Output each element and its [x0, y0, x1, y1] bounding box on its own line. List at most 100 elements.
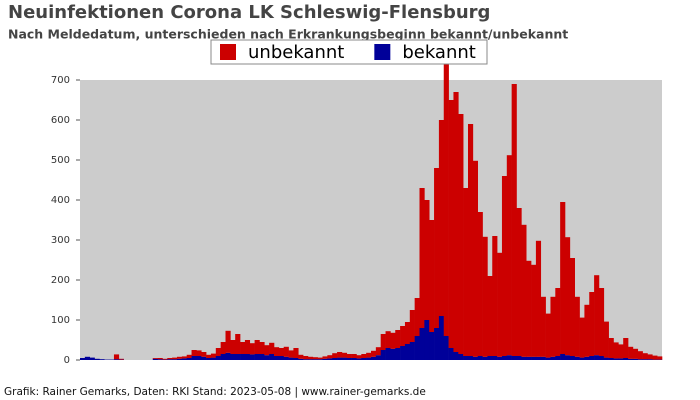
y-tick-label: 0 — [64, 355, 70, 366]
bar-segment — [506, 355, 512, 360]
bar-segment — [201, 352, 207, 357]
bar-segment — [482, 236, 488, 357]
bar-segment — [458, 114, 464, 354]
bar-segment — [468, 356, 474, 360]
bar-segment — [540, 356, 546, 360]
bar-segment — [230, 354, 236, 360]
bar-segment — [569, 356, 575, 360]
y-tick-label: 300 — [51, 235, 70, 246]
bar-segment — [240, 342, 246, 354]
bar-segment — [414, 298, 420, 336]
bar-segment — [298, 358, 304, 360]
bar-segment — [429, 332, 435, 360]
bar-segment — [172, 357, 178, 360]
bar-segment — [603, 321, 609, 358]
chart-title: Neuinfektionen Corona LK Schleswig-Flens… — [8, 2, 490, 23]
bar-segment — [501, 356, 508, 360]
bar-segment — [404, 344, 411, 360]
bar-segment — [555, 288, 561, 356]
bar-segment — [637, 351, 643, 360]
bar-segment — [453, 352, 459, 360]
bar-segment — [492, 236, 498, 356]
bar-segment — [598, 288, 605, 356]
bar-segment — [293, 358, 299, 360]
bar-segment — [477, 356, 483, 360]
bar-segment — [458, 354, 464, 360]
bar-segment — [298, 354, 304, 359]
bar-segment — [443, 336, 449, 360]
bar-segment — [371, 350, 377, 357]
bar-segment — [608, 358, 614, 360]
bar-segment — [366, 357, 372, 360]
bar-segment — [565, 237, 571, 356]
bar-segment — [317, 359, 323, 360]
bar-segment — [589, 292, 595, 356]
bar-segment — [632, 348, 639, 359]
bar-segment — [579, 317, 585, 358]
bar-segment — [366, 352, 372, 358]
bar-segment — [312, 357, 318, 360]
bar-segment — [579, 357, 585, 360]
bar-segment — [254, 340, 260, 354]
bar-segment — [181, 358, 187, 360]
bar-segment — [235, 334, 241, 354]
bar-segment — [332, 358, 338, 360]
bar-segment — [177, 358, 183, 360]
bar-segment — [244, 340, 251, 354]
bar-segment — [419, 328, 425, 360]
bar-segment — [181, 356, 187, 359]
bar-segment — [361, 354, 367, 358]
bar-segment — [346, 358, 352, 360]
bar-segment — [594, 355, 600, 360]
legend: unbekannt bekannt — [210, 39, 488, 65]
bar-segment — [361, 358, 367, 360]
bar-segment — [584, 304, 590, 357]
bar-segment — [191, 350, 197, 356]
bar-segment — [167, 359, 173, 360]
bar-segment — [628, 346, 634, 359]
bar-segment — [380, 334, 386, 350]
bar-segment — [152, 358, 158, 360]
bar-segment — [283, 356, 289, 360]
bar-segment — [598, 356, 605, 360]
bar-segment — [113, 354, 120, 360]
bar-segment — [274, 356, 280, 360]
bar-segment — [235, 354, 241, 360]
bar-segment — [274, 347, 280, 356]
bar-segment — [623, 338, 629, 358]
bar-segment — [463, 188, 469, 356]
bar-segment — [477, 212, 483, 356]
bar-segment — [608, 338, 614, 358]
bar-segment — [80, 358, 86, 360]
bar-segment — [385, 348, 391, 360]
bar-segment — [327, 355, 333, 359]
bar-segment — [637, 359, 643, 360]
legend-label: unbekannt — [248, 42, 344, 63]
bar-segment — [434, 328, 440, 360]
bar-segment — [303, 359, 309, 360]
bar-segment — [385, 331, 391, 348]
bar-segment — [409, 310, 415, 342]
bar-segment — [642, 353, 648, 360]
bar-segment — [201, 356, 207, 360]
bar-segment — [215, 356, 221, 360]
bar-segment — [249, 354, 255, 360]
bar-segment — [574, 356, 580, 360]
bar-segment — [613, 342, 619, 359]
bar-segment — [283, 346, 289, 357]
bar-segment — [501, 176, 508, 356]
bar-segment — [337, 352, 343, 358]
bar-segment — [332, 353, 338, 358]
bar-segment — [206, 358, 212, 360]
bar-segment — [162, 358, 168, 360]
bar-segment — [215, 348, 221, 356]
bar-segment — [540, 296, 546, 357]
bar-segment — [448, 348, 454, 360]
bar-segment — [89, 357, 95, 360]
bar-segment — [293, 348, 299, 358]
bar-segment — [303, 356, 309, 360]
bar-segment — [516, 208, 522, 356]
legend-label: bekannt — [402, 42, 476, 63]
bar-segment — [400, 326, 406, 346]
bar-segment — [244, 354, 251, 360]
